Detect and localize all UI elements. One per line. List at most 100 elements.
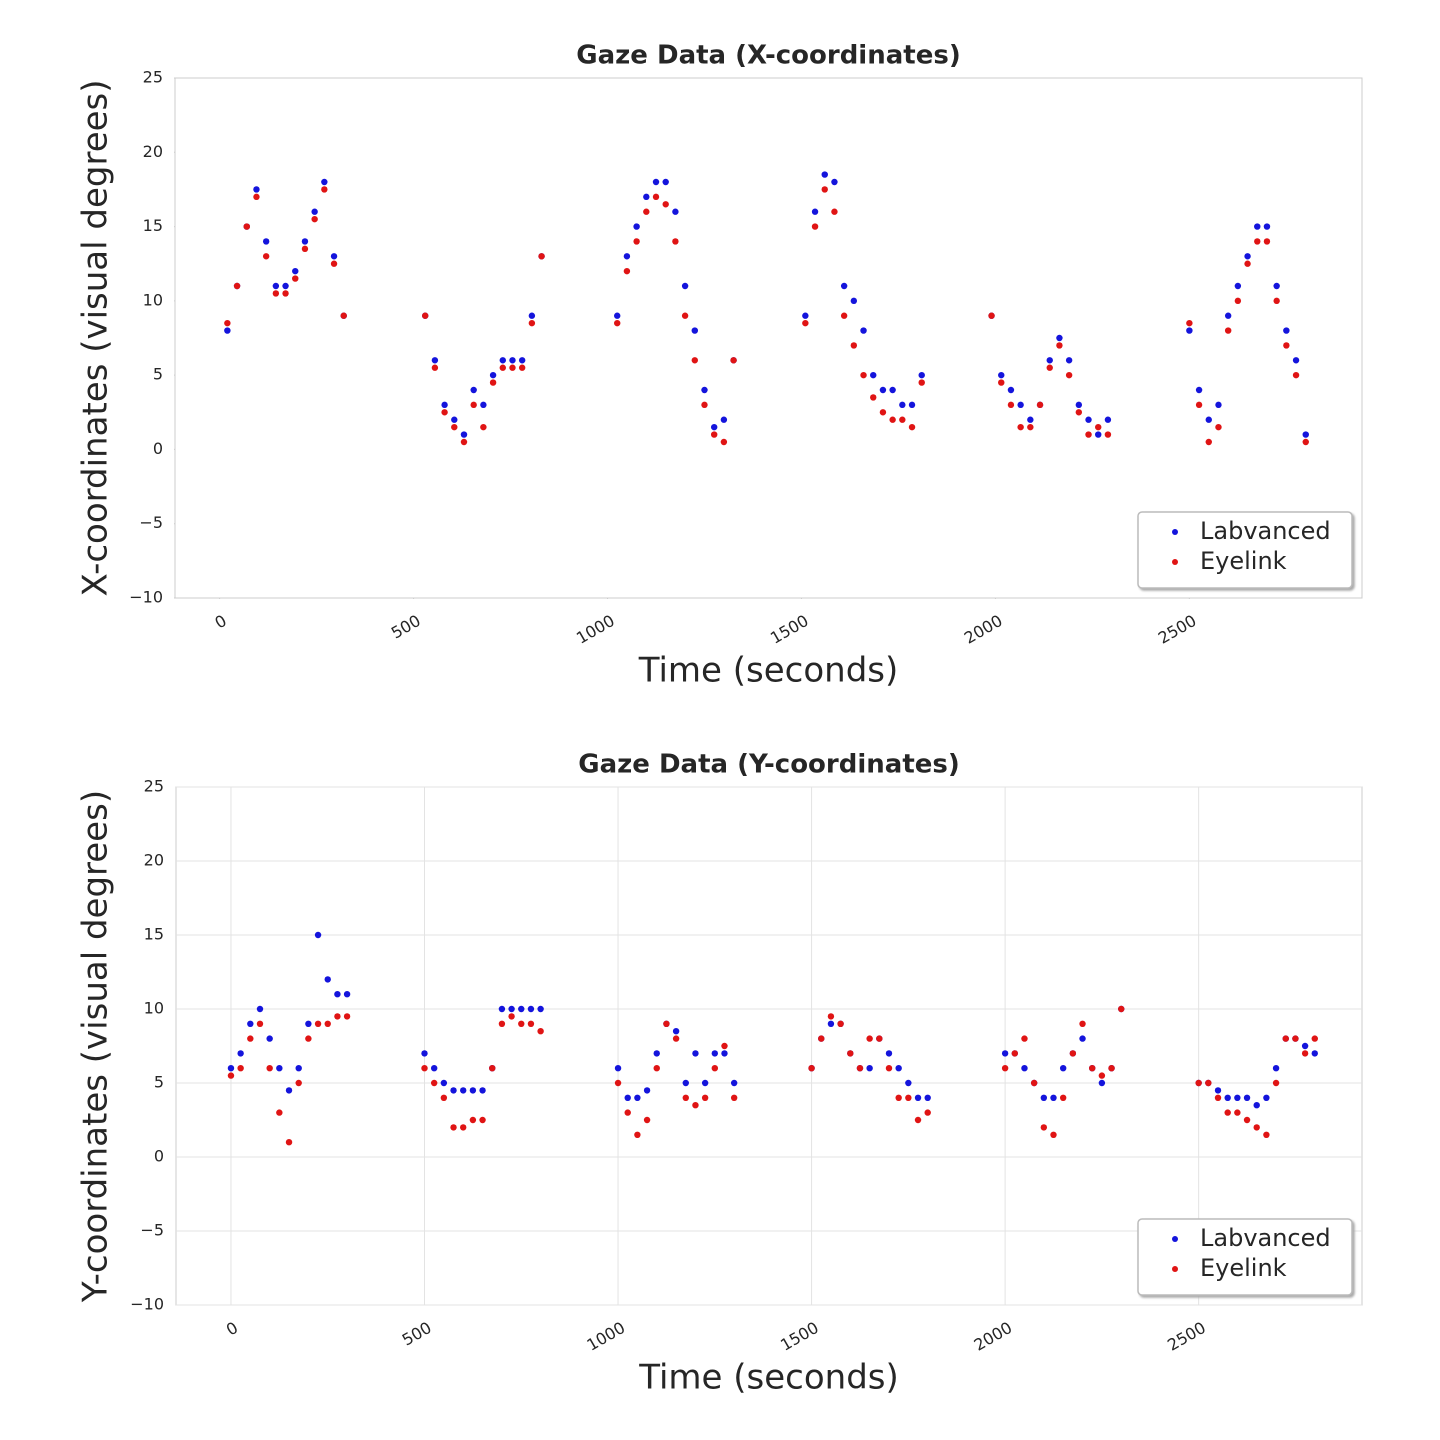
- data-point: [1301, 1042, 1309, 1050]
- data-point: [1065, 357, 1073, 364]
- data-point: [499, 357, 506, 364]
- data-point: [652, 193, 660, 201]
- data-point: [479, 1087, 486, 1094]
- data-point: [1215, 401, 1222, 409]
- data-point: [1021, 1035, 1028, 1042]
- y-tick-label: −10: [130, 1295, 164, 1314]
- data-point: [1017, 423, 1024, 431]
- data-point: [509, 364, 516, 371]
- data-point: [431, 364, 439, 371]
- data-point: [227, 1065, 235, 1072]
- data-point: [330, 260, 338, 267]
- y-axis-label: Y-coordinates (visual degrees): [76, 790, 116, 1303]
- y-tick-label: −10: [129, 588, 163, 607]
- y-tick-label: 25: [143, 68, 163, 87]
- data-point: [1254, 223, 1261, 230]
- data-point: [1065, 371, 1073, 379]
- data-point: [1059, 1094, 1067, 1102]
- data-point: [1056, 342, 1063, 349]
- data-point: [498, 1020, 506, 1027]
- data-point: [460, 1124, 467, 1131]
- data-point: [1001, 1050, 1009, 1057]
- data-point: [282, 282, 289, 290]
- data-point: [643, 208, 650, 215]
- legend-frame: [1137, 1218, 1353, 1296]
- data-point: [1095, 431, 1102, 438]
- data-point: [827, 1013, 835, 1020]
- data-point: [1263, 238, 1271, 245]
- data-point: [301, 245, 309, 253]
- data-point: [885, 1065, 893, 1072]
- data-point: [266, 1065, 273, 1072]
- data-point: [692, 1050, 699, 1057]
- x-tick-label: 2500: [1164, 1318, 1209, 1355]
- data-point: [1050, 1094, 1057, 1102]
- data-point: [528, 319, 536, 327]
- data-point: [1282, 1035, 1289, 1042]
- data-point: [285, 1139, 293, 1146]
- y-tick-label: −5: [140, 1221, 164, 1240]
- y-tick-label: 10: [144, 999, 164, 1018]
- data-point: [850, 342, 858, 349]
- data-point: [292, 267, 299, 275]
- data-point: [1302, 431, 1309, 438]
- data-point: [237, 1065, 244, 1072]
- data-point: [662, 178, 669, 186]
- data-point: [1079, 1035, 1086, 1042]
- data-point: [730, 1094, 738, 1102]
- data-point: [831, 178, 838, 186]
- data-point: [1292, 357, 1300, 364]
- data-point: [421, 1050, 428, 1057]
- data-point: [623, 267, 631, 275]
- y-tick-label: 25: [144, 777, 164, 796]
- data-point: [895, 1094, 902, 1102]
- data-point: [1263, 1131, 1270, 1139]
- data-point: [988, 312, 995, 319]
- data-point: [1075, 401, 1083, 409]
- data-point: [276, 1109, 283, 1116]
- data-point: [451, 423, 458, 431]
- data-point: [998, 379, 1005, 386]
- data-point: [1254, 238, 1261, 245]
- data-point: [866, 1035, 873, 1042]
- data-point: [802, 312, 809, 319]
- data-point: [421, 1065, 428, 1072]
- legend-marker: [1172, 559, 1178, 565]
- data-point: [850, 297, 858, 305]
- data-point: [451, 416, 458, 423]
- data-point: [305, 1035, 312, 1042]
- data-point: [243, 223, 250, 230]
- data-point: [1283, 327, 1290, 334]
- data-point: [721, 1050, 728, 1057]
- data-point: [1244, 253, 1251, 260]
- data-point: [479, 1116, 486, 1124]
- data-point: [672, 1028, 680, 1035]
- data-point: [1036, 401, 1044, 409]
- data-point: [1224, 1109, 1231, 1116]
- data-point: [224, 327, 231, 334]
- data-point: [460, 1087, 467, 1094]
- data-point: [518, 357, 526, 364]
- data-point: [305, 1020, 312, 1027]
- data-point: [866, 1065, 873, 1072]
- data-point: [276, 1065, 283, 1072]
- data-point: [924, 1094, 931, 1102]
- data-point: [1205, 416, 1212, 423]
- data-point: [634, 1094, 641, 1102]
- data-point: [691, 327, 698, 334]
- data-point: [653, 1065, 660, 1072]
- data-point: [1186, 319, 1193, 327]
- data-point: [450, 1124, 457, 1131]
- data-point: [518, 1020, 525, 1027]
- data-point: [324, 1020, 331, 1027]
- data-point: [1224, 1094, 1231, 1102]
- x-tick-label: 2000: [961, 611, 1006, 648]
- data-point: [1292, 371, 1300, 379]
- legend-label: Labvanced: [1200, 1224, 1331, 1252]
- legend-marker: [1172, 1236, 1178, 1242]
- data-point: [460, 431, 468, 438]
- data-point: [808, 1065, 815, 1072]
- data-point: [682, 1094, 689, 1102]
- data-point: [614, 1065, 622, 1072]
